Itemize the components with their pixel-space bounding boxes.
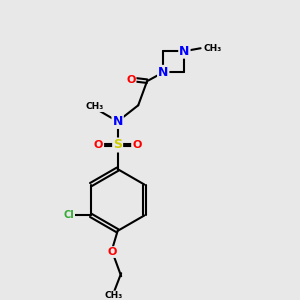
Text: N: N bbox=[179, 45, 190, 58]
Text: O: O bbox=[94, 140, 103, 150]
Text: O: O bbox=[132, 140, 142, 150]
Text: CH₃: CH₃ bbox=[105, 291, 123, 300]
Text: O: O bbox=[108, 247, 117, 257]
Text: Cl: Cl bbox=[64, 210, 74, 220]
Text: O: O bbox=[126, 75, 136, 85]
Text: CH₃: CH₃ bbox=[86, 102, 104, 111]
Text: N: N bbox=[112, 115, 123, 128]
Text: CH₃: CH₃ bbox=[203, 44, 222, 53]
Text: S: S bbox=[113, 139, 122, 152]
Text: N: N bbox=[158, 66, 168, 79]
